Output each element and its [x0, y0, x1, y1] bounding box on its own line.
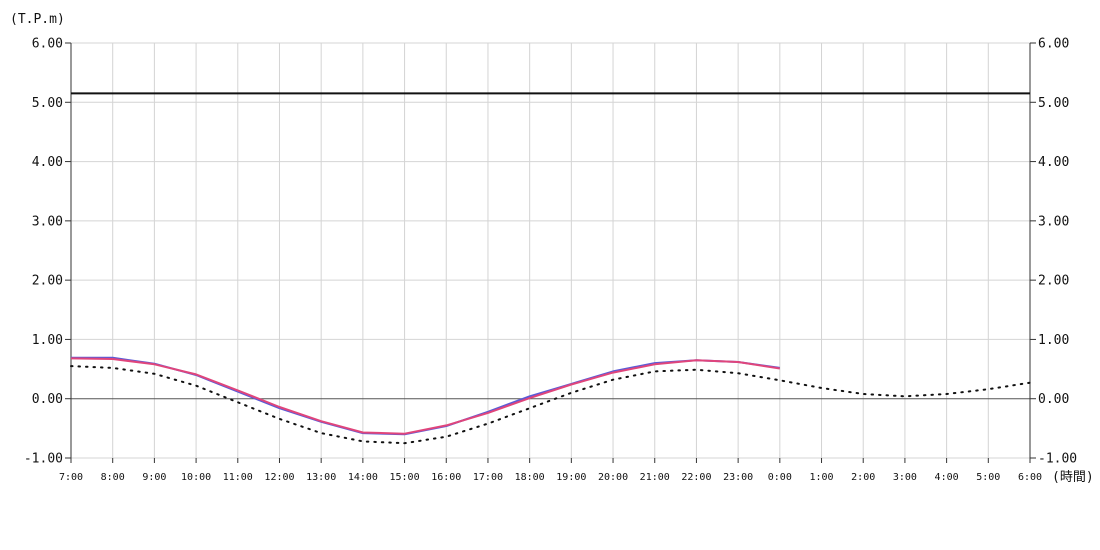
grid: [70, 42, 1031, 459]
x-tick-label: 6:00: [1018, 472, 1042, 483]
series-line-2: [70, 357, 780, 435]
x-tick-label: 22:00: [681, 472, 711, 483]
y-tick-label-left: 2.00: [32, 274, 63, 289]
x-tick-label: 10:00: [181, 472, 211, 483]
x-tick-label: 0:00: [768, 472, 792, 483]
y-tick-label-left: 6.00: [32, 37, 63, 52]
x-tick-label: 14:00: [348, 472, 378, 483]
y-tick-label-left: 1.00: [32, 333, 63, 348]
x-axis-unit-label: (時間): [1052, 470, 1094, 485]
y-tick-label-left: 4.00: [32, 155, 63, 170]
x-tick-label: 5:00: [976, 472, 1000, 483]
y-tick-label-right: 3.00: [1038, 214, 1069, 229]
x-tick-label: 16:00: [431, 472, 461, 483]
y-tick-label-right: 4.00: [1038, 155, 1069, 170]
x-tick-label: 9:00: [142, 472, 166, 483]
x-tick-label: 1:00: [809, 472, 833, 483]
series-line-3: [70, 365, 1031, 445]
x-tick-label: 4:00: [935, 472, 959, 483]
y-tick-label-left: 3.00: [32, 214, 63, 229]
y-tick-label-left: -1.00: [24, 452, 63, 467]
y-tick-label-right: 6.00: [1038, 37, 1069, 52]
tick-labels: 6.00 6.00 5.00 5.00 4.00 4.00 3.00 3.00 2.00 2.00…: [24, 37, 1077, 484]
x-tick-label: 15:00: [390, 472, 420, 483]
x-tick-label: 8:00: [101, 472, 125, 483]
x-tick-label: 3:00: [893, 472, 917, 483]
x-tick-label: 19:00: [556, 472, 586, 483]
x-tick-label: 20:00: [598, 472, 628, 483]
y-tick-label-right: -1.00: [1038, 452, 1077, 467]
x-tick-label: 12:00: [264, 472, 294, 483]
x-tick-label: 13:00: [306, 472, 336, 483]
x-tick-label: 23:00: [723, 472, 753, 483]
x-tick-label: 7:00: [59, 472, 83, 483]
y-tick-label-left: 0.00: [32, 392, 63, 407]
series-layer: [70, 356, 1031, 445]
x-tick-label: 18:00: [515, 472, 545, 483]
x-tick-label: 2:00: [851, 472, 875, 483]
y-tick-label-right: 5.00: [1038, 96, 1069, 111]
y-tick-label-right: 0.00: [1038, 392, 1069, 407]
x-tick-label: 21:00: [640, 472, 670, 483]
x-tick-label: 11:00: [223, 472, 253, 483]
x-tick-label: 17:00: [473, 472, 503, 483]
y-tick-label-right: 1.00: [1038, 333, 1069, 348]
y-axis-unit-label: (T.P.m): [10, 12, 65, 27]
y-tick-label-right: 2.00: [1038, 274, 1069, 289]
axes: [65, 42, 1036, 463]
y-tick-label-left: 5.00: [32, 96, 63, 111]
